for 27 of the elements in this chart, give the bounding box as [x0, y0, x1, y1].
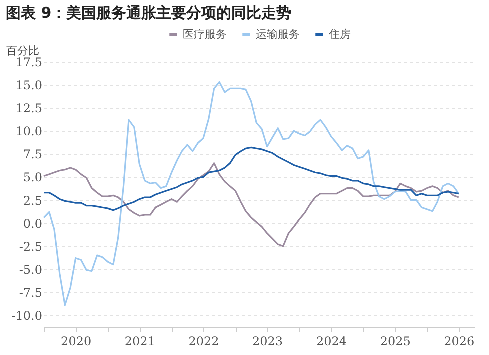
y-tick-label: 10.0	[16, 124, 42, 139]
x-tick-label: 2026	[444, 334, 475, 348]
line-series	[43, 146, 460, 212]
legend-label: 医疗服务	[183, 28, 227, 41]
legend-label: 住房	[329, 28, 351, 41]
legend-label: 运输服务	[256, 28, 300, 41]
y-tick-label: -7.5	[19, 286, 42, 300]
x-tick-label: 2023	[252, 334, 284, 348]
x-tick-label: 2024	[316, 334, 348, 348]
x-tick-label: 2025	[380, 334, 411, 348]
y-tick-label: -10.0	[12, 308, 42, 323]
y-tick-label: 17.5	[16, 56, 42, 70]
y-tick-label: 5.0	[23, 170, 42, 185]
line-series	[43, 81, 460, 306]
y-tick-label: -2.5	[19, 240, 42, 254]
y-tick-label: -5.0	[19, 262, 42, 277]
line-series	[43, 162, 460, 248]
y-tick-label: 2.5	[23, 194, 42, 208]
x-tick-label: 2022	[188, 334, 220, 348]
chart-title: 图表 9：美国服务通胀主要分项的同比走势	[6, 4, 292, 22]
y-axis-title: 百分比	[6, 44, 40, 58]
y-tick-label: 15.0	[16, 78, 42, 93]
y-tick-label: 0.0	[23, 216, 42, 231]
x-tick-label: 2021	[124, 334, 156, 348]
x-tick-label: 2020	[61, 334, 92, 348]
y-tick-label: 7.5	[23, 148, 42, 162]
y-tick-label: 12.5	[16, 102, 42, 116]
